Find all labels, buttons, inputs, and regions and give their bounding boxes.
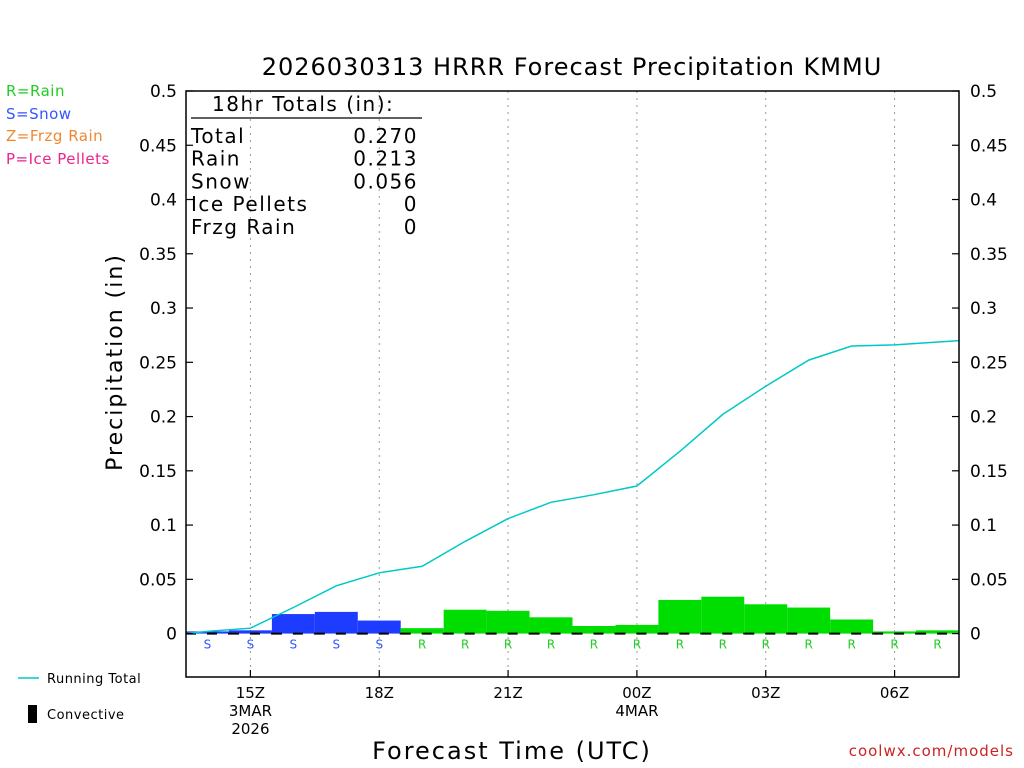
- ptype-legend-item: S=Snow: [6, 104, 72, 123]
- y-tick-label-left: 0.5: [150, 82, 177, 102]
- precip-bar-29: [830, 619, 874, 634]
- precip-bar-22: [529, 617, 573, 634]
- precip-bar-23: [572, 625, 616, 634]
- ptype-label-29: R: [847, 638, 855, 652]
- x-tick-label: 21Z: [493, 684, 522, 702]
- x-tick-label: 18Z: [365, 684, 394, 702]
- ptype-label-14: S: [204, 638, 212, 652]
- totals-value: 0: [404, 215, 418, 239]
- totals-box: 18hr Totals (in): Total 0.270 Rain 0.213 Snow…: [190, 92, 422, 239]
- ptype-label-30: R: [890, 638, 898, 652]
- y-axis-label: Precipitation (in): [103, 253, 128, 471]
- ptype-label-24: R: [633, 638, 641, 652]
- x-tick-label: 2026: [231, 720, 269, 738]
- totals-value: 0.056: [353, 169, 418, 193]
- precip-bar-28: [787, 607, 831, 634]
- ptype-label-21: R: [504, 638, 512, 652]
- y-tick-label-left: 0.3: [150, 299, 177, 319]
- ptype-label-22: R: [547, 638, 555, 652]
- ptype-label-28: R: [805, 638, 813, 652]
- totals-label: Total: [190, 124, 245, 148]
- ptype-label-17: S: [332, 638, 340, 652]
- precip-bar-27: [744, 604, 788, 634]
- y-tick-label-left: 0.4: [150, 191, 177, 211]
- y-tick-label-right: 0.25: [970, 353, 1008, 373]
- x-axis-label: Forecast Time (UTC): [372, 737, 652, 765]
- y-tick-label-right: 0.35: [970, 245, 1008, 265]
- x-tick-label: 00Z: [622, 684, 651, 702]
- precip-bar-25: [658, 599, 702, 634]
- precip-bar-15: [228, 630, 272, 634]
- ptype-label-26: R: [719, 638, 727, 652]
- precip-bar-31: [916, 630, 959, 634]
- y-tick-label-right: 0.4: [970, 191, 997, 211]
- y-tick-label-right: 0.05: [970, 570, 1008, 590]
- x-tick-label: 03Z: [751, 684, 780, 702]
- totals-label: Rain: [191, 147, 241, 171]
- precip-bar-21: [486, 610, 530, 634]
- totals-value: 0: [404, 192, 418, 216]
- precip-bar-30: [873, 631, 917, 634]
- x-tick-label: 15Z: [236, 684, 265, 702]
- line-layer: [185, 339, 960, 635]
- series-legend-label: Running Total: [47, 672, 141, 687]
- y-tick-label-left: 0.1: [150, 516, 177, 536]
- precip-bar-26: [701, 596, 745, 634]
- plot-frame: [185, 90, 960, 678]
- x-tick-label: 06Z: [880, 684, 909, 702]
- y-tick-label-left: 0.25: [139, 353, 177, 373]
- axes-layer: 0 00.05 0.050.1 0.10.15 0.150.2 0.20.25 0.250.…: [139, 82, 1008, 738]
- ptype-label-25: R: [676, 638, 684, 652]
- ptype-label-23: R: [590, 638, 598, 652]
- convective-legend-icon: [28, 705, 37, 723]
- ptype-label-27: R: [762, 638, 770, 652]
- ptype-label-20: R: [461, 638, 469, 652]
- y-tick-label-left: 0: [166, 625, 177, 645]
- source-url[interactable]: coolwx.com/models: [848, 742, 1014, 760]
- ptype-legend-item: P=Ice Pellets: [6, 149, 110, 168]
- y-tick-label-left: 0.45: [139, 136, 177, 156]
- series-legend: Running Total Convective: [18, 672, 141, 723]
- grid-layer: [249, 91, 896, 677]
- x-tick-label: 3MAR: [229, 702, 272, 720]
- chart-title: 2026030313 HRRR Forecast Precipitation K…: [262, 53, 883, 81]
- y-tick-label-right: 0.15: [970, 462, 1008, 482]
- y-tick-label-right: 0.2: [970, 408, 997, 428]
- precip-bar-20: [443, 609, 487, 634]
- ptype-legend-item: R=Rain: [6, 82, 65, 100]
- y-tick-label-left: 0.2: [150, 408, 177, 428]
- ptype-label-19: R: [418, 638, 426, 652]
- ptype-label-16: S: [290, 638, 298, 652]
- y-tick-label-right: 0: [970, 625, 981, 645]
- precip-bar-24: [615, 624, 659, 634]
- running-total-line: [185, 339, 960, 635]
- y-tick-label-right: 0.1: [970, 516, 997, 536]
- ptype-label-15: S: [247, 638, 255, 652]
- y-tick-label-right: 0.3: [970, 299, 997, 319]
- totals-label: Frzg Rain: [191, 215, 296, 239]
- x-tick-label: 4MAR: [615, 702, 658, 720]
- ptype-label-18: S: [375, 638, 383, 652]
- totals-label: Snow: [191, 169, 251, 193]
- precip-bar-19: [400, 628, 444, 634]
- precip-bar-16: [271, 614, 315, 634]
- precip-bar-17: [314, 611, 358, 634]
- y-tick-label-right: 0.45: [970, 136, 1008, 156]
- ptype-label-31: R: [933, 638, 941, 652]
- y-tick-label-right: 0.5: [970, 82, 997, 102]
- y-tick-label-left: 0.05: [139, 570, 177, 590]
- precip-bar-18: [357, 620, 401, 634]
- totals-label: Ice Pellets: [191, 192, 308, 216]
- totals-header: 18hr Totals (in):: [212, 92, 394, 116]
- ptype-legend-item: Z=Frzg Rain: [6, 127, 104, 145]
- totals-value: 0.270: [353, 124, 418, 148]
- y-tick-label-left: 0.15: [139, 462, 177, 482]
- series-legend-label: Convective: [47, 708, 125, 723]
- precip-bar-14: [186, 631, 229, 634]
- y-tick-label-left: 0.35: [139, 245, 177, 265]
- totals-value: 0.213: [353, 147, 418, 171]
